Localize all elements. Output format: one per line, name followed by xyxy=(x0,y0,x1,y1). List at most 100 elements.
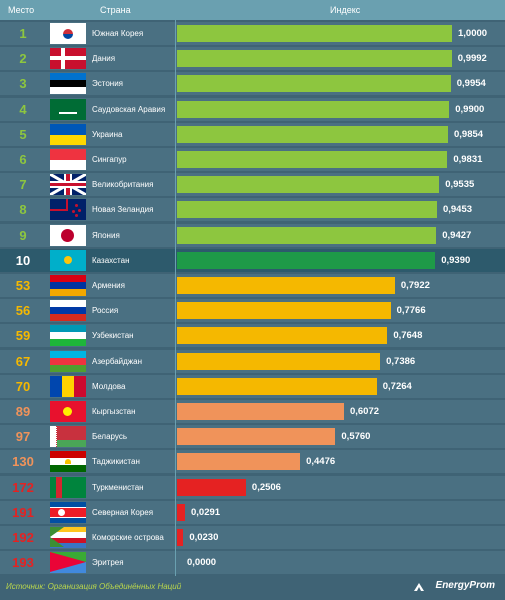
country-label: Таджикистан xyxy=(92,457,140,466)
country-label: Саудовская Аравия xyxy=(92,105,166,114)
rank-label: 130 xyxy=(12,454,34,469)
rank-label: 192 xyxy=(12,530,34,545)
table-row: 192 Коморские острова 0,0230 xyxy=(0,526,505,549)
new-zealand-flag-icon xyxy=(50,199,86,220)
country-label: Эритрея xyxy=(92,558,124,567)
table-row: 193 Эритрея 0,0000 xyxy=(0,551,505,574)
rank-label: 7 xyxy=(19,177,27,192)
table-row: 59 Узбекистан 0,7648 xyxy=(0,324,505,347)
table-row: 9 Япония 0,9427 xyxy=(0,224,505,247)
value-label: 0,9535 xyxy=(445,179,475,190)
tajikistan-flag-icon xyxy=(50,451,86,472)
rank-label: 56 xyxy=(15,303,31,318)
value-label: 0,9453 xyxy=(442,204,473,215)
rank-label: 6 xyxy=(19,152,27,167)
country-label: Новая Зеландия xyxy=(92,205,154,214)
country-label: Украина xyxy=(92,130,123,139)
bar xyxy=(177,277,395,294)
energyprom-logo: EnergyProm xyxy=(435,580,495,591)
rank-label: 3 xyxy=(19,76,27,91)
bar xyxy=(177,126,448,143)
table-row: 172 Туркменистан 0,2506 xyxy=(0,476,505,499)
saudi-arabia-flag-icon xyxy=(50,99,86,120)
energyprom-logo-icon xyxy=(414,583,424,591)
rank-label: 59 xyxy=(15,328,31,343)
bar xyxy=(177,151,448,168)
rank-label: 9 xyxy=(19,228,27,243)
table-row: 3 Эстония 0,9954 xyxy=(0,72,505,95)
bar xyxy=(177,302,391,319)
value-label: 1,0000 xyxy=(458,28,488,39)
country-label: Узбекистан xyxy=(92,331,134,340)
bar xyxy=(177,403,344,420)
value-label: 0,7766 xyxy=(396,305,426,316)
table-row: 53 Армения 0,7922 xyxy=(0,274,505,297)
table-row: 130 Таджикистан 0,4476 xyxy=(0,450,505,473)
bar xyxy=(177,25,452,42)
rank-label: 53 xyxy=(15,278,31,293)
azerbaijan-flag-icon xyxy=(50,351,86,372)
country-label: Молдова xyxy=(92,382,126,391)
rank-label: 2 xyxy=(19,51,27,66)
rank-label: 172 xyxy=(12,480,34,495)
bar xyxy=(177,453,301,470)
rank-label: 8 xyxy=(19,202,27,217)
country-label: Сингапур xyxy=(92,155,127,164)
japan-flag-icon xyxy=(50,225,86,246)
denmark-flag-icon xyxy=(50,48,86,69)
uzbekistan-flag-icon xyxy=(50,325,86,346)
footer: Источник: Организация Объединённых Наций… xyxy=(0,576,505,600)
country-label: Дания xyxy=(92,54,116,63)
value-label: 0,0230 xyxy=(189,532,219,543)
table-row: 5 Украина 0,9854 xyxy=(0,123,505,146)
eritrea-flag-icon xyxy=(50,552,86,573)
singapore-flag-icon xyxy=(50,149,86,170)
country-label: Армения xyxy=(92,281,125,290)
table-row: 4 Саудовская Аравия 0,9900 xyxy=(0,98,505,121)
bar xyxy=(177,529,184,546)
kazakhstan-flag-icon xyxy=(50,250,86,271)
country-label: Япония xyxy=(92,231,120,240)
ukraine-flag-icon xyxy=(50,124,86,145)
kyrgyzstan-flag-icon xyxy=(50,401,86,422)
south-korea-flag-icon xyxy=(50,23,86,44)
rank-label: 89 xyxy=(15,404,31,419)
value-label: 0,4476 xyxy=(306,456,336,467)
bar xyxy=(177,504,185,521)
belarus-flag-icon xyxy=(50,426,86,447)
value-label: 0,7386 xyxy=(386,356,416,367)
rank-label: 4 xyxy=(19,102,27,117)
header-bar xyxy=(0,0,505,20)
country-label: Беларусь xyxy=(92,432,127,441)
value-label: 0,9854 xyxy=(453,129,484,140)
header-index: Индекс xyxy=(330,0,361,20)
country-label: Азербайджан xyxy=(92,357,143,366)
value-label: 0,2506 xyxy=(251,482,281,493)
bar xyxy=(177,252,436,269)
rank-label: 1 xyxy=(19,26,27,41)
rank-label: 193 xyxy=(12,555,34,570)
table-row: 67 Азербайджан 0,7386 xyxy=(0,350,505,373)
armenia-flag-icon xyxy=(50,275,86,296)
country-label: Коморские острова xyxy=(92,533,164,542)
bar xyxy=(177,50,452,67)
country-label: Кыргызстан xyxy=(92,407,136,416)
rank-label: 191 xyxy=(12,505,34,520)
estonia-flag-icon xyxy=(50,73,86,94)
table-row: 2 Дания 0,9992 xyxy=(0,47,505,70)
country-label: Казахстан xyxy=(92,256,130,265)
value-label: 0,6072 xyxy=(349,406,380,417)
table-row: 56 Россия 0,7766 xyxy=(0,299,505,322)
rank-label: 97 xyxy=(15,429,31,444)
north-korea-flag-icon xyxy=(50,502,86,523)
bar xyxy=(177,75,451,92)
table-row: 191 Северная Корея 0,0291 xyxy=(0,501,505,524)
bar xyxy=(177,176,440,193)
table-row: 10 Казахстан 0,9390 xyxy=(0,249,505,272)
table-row: 70 Молдова 0,7264 xyxy=(0,375,505,398)
uk-flag-icon xyxy=(50,174,86,195)
table-row: 89 Кыргызстан 0,6072 xyxy=(0,400,505,423)
value-label: 0,5760 xyxy=(341,431,371,442)
table-row: 8 Новая Зеландия 0,9453 xyxy=(0,198,505,221)
header-country: Страна xyxy=(100,0,131,20)
